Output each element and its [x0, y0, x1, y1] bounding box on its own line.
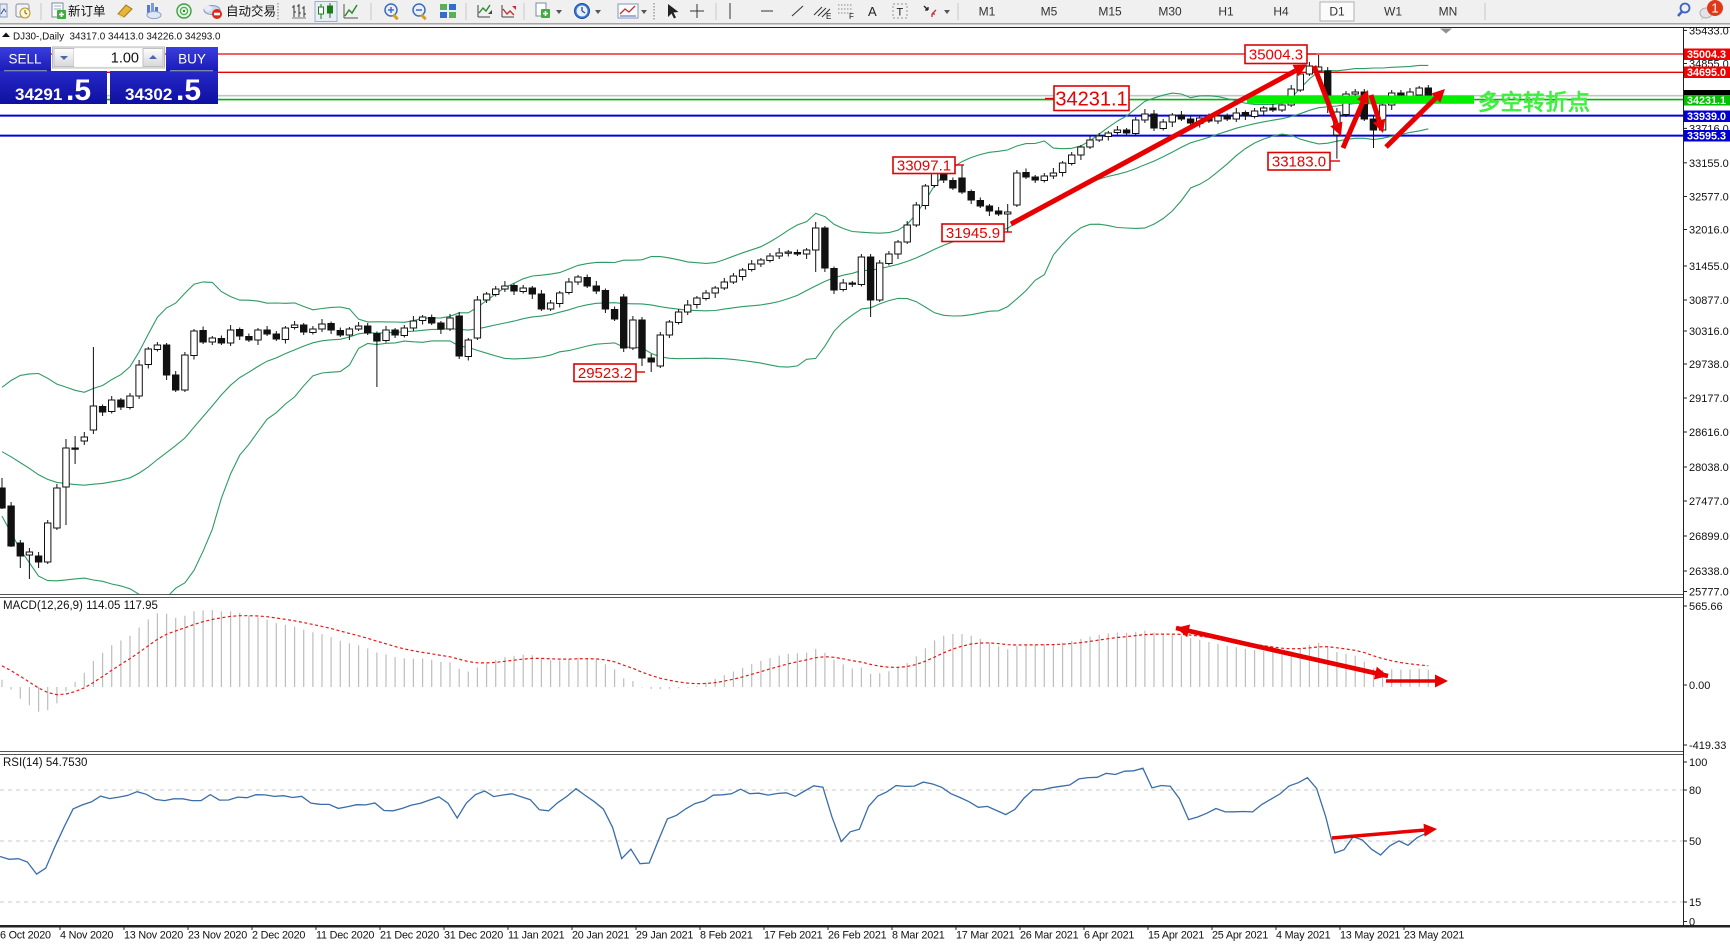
svg-text:RSI(14) 54.7530: RSI(14) 54.7530 [3, 757, 87, 769]
svg-text:26899.0: 26899.0 [1689, 531, 1729, 543]
svg-text:8 Mar 2021: 8 Mar 2021 [892, 930, 945, 942]
svg-text:23 May 2021: 23 May 2021 [1404, 930, 1464, 942]
svg-text:8 Feb 2021: 8 Feb 2021 [700, 930, 753, 942]
svg-text:A: A [868, 4, 877, 19]
svg-text:自动交易: 自动交易 [226, 4, 276, 19]
svg-text:29 Jan 2021: 29 Jan 2021 [636, 930, 693, 942]
svg-text:29177.0: 29177.0 [1689, 393, 1729, 405]
svg-text:11 Dec 2020: 11 Dec 2020 [316, 930, 374, 942]
svg-text:W1: W1 [1384, 5, 1402, 19]
svg-text:21 Dec 2020: 21 Dec 2020 [380, 930, 439, 942]
svg-text:35433.0: 35433.0 [1689, 25, 1729, 37]
svg-text:F: F [849, 12, 854, 21]
svg-text:26338.0: 26338.0 [1689, 566, 1729, 578]
svg-text:565.66: 565.66 [1689, 601, 1723, 613]
svg-text:80: 80 [1689, 785, 1701, 797]
svg-text:0.00: 0.00 [1689, 680, 1710, 692]
svg-text:.5: .5 [176, 74, 201, 107]
svg-text:50: 50 [1689, 836, 1701, 848]
svg-text:33097.1: 33097.1 [897, 158, 951, 175]
svg-text:.5: .5 [66, 74, 91, 107]
svg-text:30316.0: 30316.0 [1689, 326, 1729, 338]
svg-text:11 Jan 2021: 11 Jan 2021 [508, 930, 565, 942]
svg-text:T: T [897, 7, 904, 19]
svg-text:34231.1: 34231.1 [1687, 95, 1726, 107]
svg-text:26 Feb 2021: 26 Feb 2021 [828, 930, 887, 942]
svg-text:6 Oct 2020: 6 Oct 2020 [0, 930, 51, 942]
svg-text:34291: 34291 [15, 85, 62, 104]
svg-text:M5: M5 [1041, 5, 1058, 19]
svg-text:33595.3: 33595.3 [1687, 131, 1726, 143]
svg-text:35004.3: 35004.3 [1249, 47, 1303, 64]
svg-text:4 Nov 2020: 4 Nov 2020 [60, 930, 113, 942]
svg-text:34302: 34302 [125, 85, 172, 104]
svg-text:M1: M1 [979, 5, 996, 19]
svg-text:32016.0: 32016.0 [1689, 225, 1729, 237]
svg-text:13 Nov 2020: 13 Nov 2020 [124, 930, 183, 942]
svg-text:31945.9: 31945.9 [946, 225, 1000, 242]
svg-text:29523.2: 29523.2 [578, 365, 632, 382]
svg-text:33939.0: 33939.0 [1687, 111, 1726, 123]
svg-text:15: 15 [1689, 897, 1701, 909]
svg-text:1: 1 [1711, 1, 1718, 16]
svg-text:H1: H1 [1218, 5, 1234, 19]
svg-text:M30: M30 [1158, 5, 1182, 19]
svg-text:15 Apr 2021: 15 Apr 2021 [1148, 930, 1204, 942]
svg-text:34231.1: 34231.1 [1055, 88, 1127, 110]
svg-text:27477.0: 27477.0 [1689, 496, 1729, 508]
svg-text:H4: H4 [1273, 5, 1289, 19]
svg-text:D1: D1 [1329, 5, 1345, 19]
svg-text:MACD(12,26,9) 114.05 117.95: MACD(12,26,9) 114.05 117.95 [3, 600, 158, 612]
svg-text:新订单: 新订单 [68, 4, 106, 19]
svg-text:多空转折点: 多空转折点 [1478, 90, 1591, 115]
svg-text:20 Jan 2021: 20 Jan 2021 [572, 930, 629, 942]
svg-text:32577.0: 32577.0 [1689, 192, 1729, 204]
svg-text:4 May 2021: 4 May 2021 [1276, 930, 1331, 942]
svg-text:BUY: BUY [178, 52, 206, 67]
svg-text:MN: MN [1439, 5, 1458, 19]
svg-text:DJ30-,Daily 34317.0 34413.0 3: DJ30-,Daily 34317.0 34413.0 34226.0 3429… [13, 32, 221, 43]
svg-text:31455.0: 31455.0 [1689, 261, 1729, 273]
svg-text:100: 100 [1689, 757, 1707, 769]
svg-text:33183.0: 33183.0 [1272, 154, 1326, 171]
svg-text:17 Mar 2021: 17 Mar 2021 [956, 930, 1015, 942]
svg-text:28038.0: 28038.0 [1689, 462, 1729, 474]
svg-text:25 Apr 2021: 25 Apr 2021 [1212, 930, 1268, 942]
svg-text:E: E [826, 12, 831, 21]
svg-text:28616.0: 28616.0 [1689, 427, 1729, 439]
svg-text:-419.33: -419.33 [1689, 740, 1726, 752]
svg-text:2 Dec 2020: 2 Dec 2020 [252, 930, 305, 942]
svg-text:17 Feb 2021: 17 Feb 2021 [764, 930, 823, 942]
svg-text:34695.0: 34695.0 [1687, 67, 1726, 79]
svg-text:25777.0: 25777.0 [1689, 587, 1729, 599]
svg-text:0: 0 [1689, 917, 1695, 929]
svg-text:13 May 2021: 13 May 2021 [1340, 930, 1400, 942]
svg-text:1.00: 1.00 [111, 51, 139, 67]
svg-text:30877.0: 30877.0 [1689, 295, 1729, 307]
svg-text:31 Dec 2020: 31 Dec 2020 [444, 930, 503, 942]
svg-text:SELL: SELL [8, 52, 42, 67]
svg-text:33155.0: 33155.0 [1689, 158, 1729, 170]
svg-text:26 Mar 2021: 26 Mar 2021 [1020, 930, 1079, 942]
svg-text:6 Apr 2021: 6 Apr 2021 [1084, 930, 1134, 942]
svg-text:M15: M15 [1098, 5, 1122, 19]
svg-text:23 Nov 2020: 23 Nov 2020 [188, 930, 247, 942]
svg-text:35004.3: 35004.3 [1687, 49, 1726, 61]
svg-text:29738.0: 29738.0 [1689, 359, 1729, 371]
